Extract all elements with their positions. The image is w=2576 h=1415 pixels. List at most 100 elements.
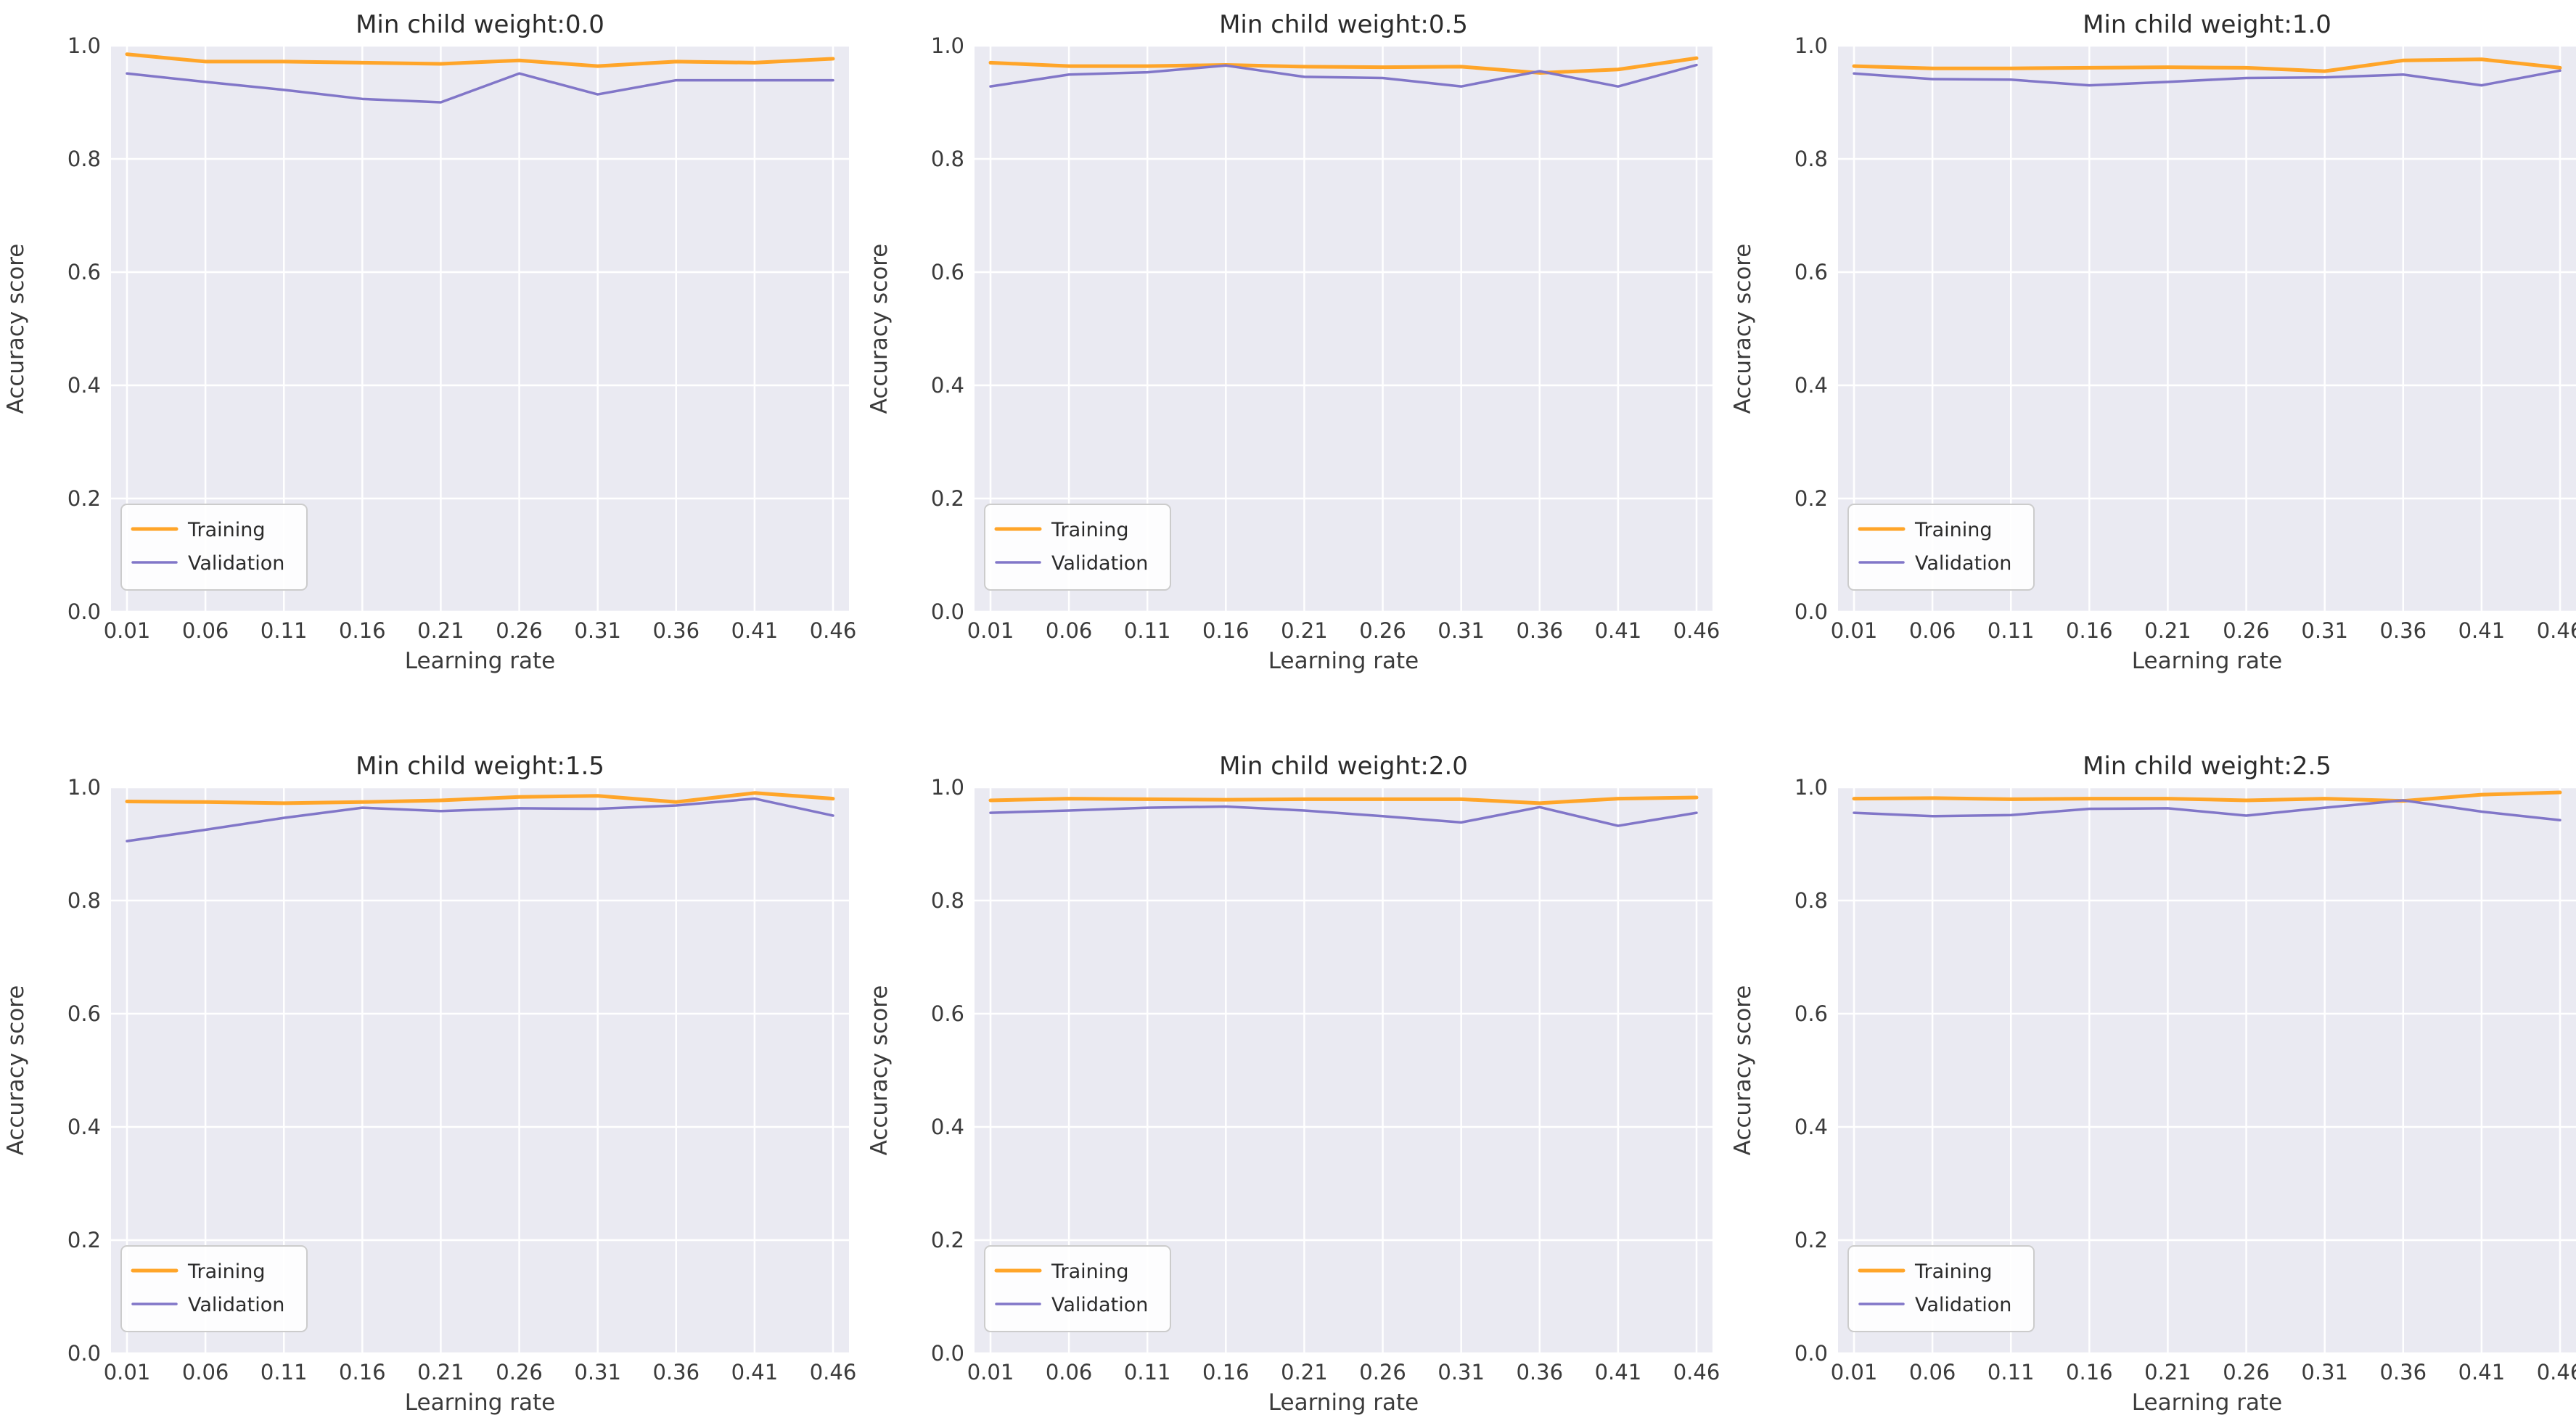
x-tick-label: 0.01 [1831,1360,1878,1385]
x-tick-label: 0.06 [1909,1360,1956,1385]
x-tick-label: 0.11 [1988,1360,2035,1385]
validation-line [1853,69,2561,87]
y-tick-label: 0.2 [67,1228,101,1252]
x-tick-label: 0.01 [967,618,1014,643]
x-tick-label: 0.36 [652,1360,700,1385]
y-tick-label: 0.6 [67,1001,101,1026]
x-tick-label: 0.01 [104,1360,151,1385]
x-tick-label: 0.36 [2379,1360,2427,1385]
validation-line [989,805,1698,827]
x-tick-label: 0.41 [731,1360,779,1385]
x-tick-label: 0.11 [1988,618,2035,643]
x-axis-label: Learning rate [1268,648,1419,674]
y-tick-label: 0.2 [931,1228,964,1252]
y-tick-label: 0.0 [1794,599,1828,624]
legend-label: Training [1051,519,1129,541]
x-tick-label: 0.46 [1673,1360,1720,1385]
y-tick-label: 0.8 [67,147,101,171]
legend: Training Validation [120,1245,308,1332]
y-tick-label: 0.6 [931,260,964,284]
x-tick-label: 0.26 [1359,618,1406,643]
subplot-3: Min child weight:1.0 0.0 0.2 0.4 0.6 0.8 1.0 0.… [1730,10,2576,674]
y-tick-label: 0.4 [1794,373,1828,398]
validation-line [126,72,834,104]
x-tick-label: 0.31 [574,618,621,643]
y-tick-label: 0.2 [1794,1228,1828,1252]
x-tick-label: 0.21 [417,1360,464,1385]
subplot-4: Min child weight:1.5 0.0 0.2 0.4 0.6 0.8 1.0 0.… [3,752,856,1415]
subplot-1: Min child weight:0.0 0.0 0.2 0.4 0.6 0.8 1.0 0.… [3,10,856,674]
y-tick-label: 0.6 [67,260,101,284]
x-tick-label: 0.36 [2379,618,2427,643]
legend-label: Training [1051,1260,1129,1283]
y-tick-label: 0.2 [931,486,964,511]
subplot-title: Min child weight:1.5 [356,752,604,781]
y-tick-label: 1.0 [67,775,101,800]
x-tick-label: 0.01 [1831,618,1878,643]
x-tick-label: 0.46 [2537,618,2576,643]
training-line [125,791,835,805]
legend-label: Validation [188,1294,284,1316]
y-axis-label: Accuracy score [1730,244,1756,414]
subplot-title: Min child weight:0.5 [1219,10,1468,39]
y-tick-label: 0.8 [931,888,964,913]
x-tick-label: 0.06 [1909,618,1956,643]
legend: Training Validation [1847,504,2035,591]
x-tick-label: 0.01 [967,1360,1014,1385]
subplot-5: Min child weight:2.0 0.0 0.2 0.4 0.6 0.8 1.0 0.… [866,752,1720,1415]
x-tick-label: 0.31 [1437,618,1485,643]
y-tick-label: 0.0 [67,599,101,624]
subplot-title: Min child weight:2.0 [1219,752,1468,781]
x-tick-label: 0.21 [2144,618,2191,643]
x-tick-label: 0.16 [2066,1360,2113,1385]
legend-box [1847,504,2035,591]
legend-box [120,504,308,591]
y-tick-label: 0.8 [67,888,101,913]
x-tick-label: 0.26 [496,618,543,643]
legend-label: Training [187,1260,266,1283]
legend-label: Validation [188,552,284,575]
y-tick-label: 0.4 [1794,1115,1828,1139]
x-axis-label: Learning rate [1268,1390,1419,1415]
training-line [1852,790,2562,803]
training-line [988,795,1699,805]
subplot-title: Min child weight:1.0 [2083,10,2331,39]
subplot-title: Min child weight:2.5 [2083,752,2331,781]
y-tick-label: 0.4 [67,373,101,398]
x-tick-label: 0.31 [2301,1360,2348,1385]
x-tick-label: 0.11 [1124,1360,1171,1385]
subplot-title: Min child weight:0.0 [356,10,604,39]
x-tick-label: 0.26 [2223,1360,2270,1385]
x-tick-label: 0.16 [1202,618,1250,643]
x-tick-label: 0.41 [2458,1360,2506,1385]
x-tick-label: 0.26 [496,1360,543,1385]
x-axis-label: Learning rate [405,648,555,674]
y-axis-label: Accuracy score [3,244,29,414]
y-tick-label: 0.2 [1794,486,1828,511]
y-tick-label: 0.6 [1794,260,1828,284]
y-tick-label: 1.0 [67,33,101,58]
training-line [125,52,835,68]
y-tick-label: 0.8 [1794,888,1828,913]
y-tick-label: 0.4 [67,1115,101,1139]
x-tick-label: 0.26 [1359,1360,1406,1385]
x-tick-label: 0.11 [261,1360,308,1385]
x-tick-label: 0.46 [2537,1360,2576,1385]
x-axis-label: Learning rate [2132,1390,2282,1415]
x-tick-label: 0.46 [810,618,857,643]
y-tick-label: 0.0 [1794,1341,1828,1366]
x-tick-label: 0.01 [104,618,151,643]
x-tick-label: 0.41 [1595,618,1642,643]
x-tick-label: 0.36 [1516,1360,1563,1385]
x-tick-label: 0.41 [731,618,779,643]
y-tick-label: 1.0 [1794,775,1828,800]
x-tick-label: 0.41 [2458,618,2506,643]
x-tick-label: 0.41 [1595,1360,1642,1385]
validation-line [989,63,1698,88]
subplot-6: Min child weight:2.5 0.0 0.2 0.4 0.6 0.8 1.0 0.… [1730,752,2576,1415]
x-tick-label: 0.36 [1516,618,1563,643]
y-tick-label: 1.0 [1794,33,1828,58]
y-tick-label: 1.0 [931,33,964,58]
